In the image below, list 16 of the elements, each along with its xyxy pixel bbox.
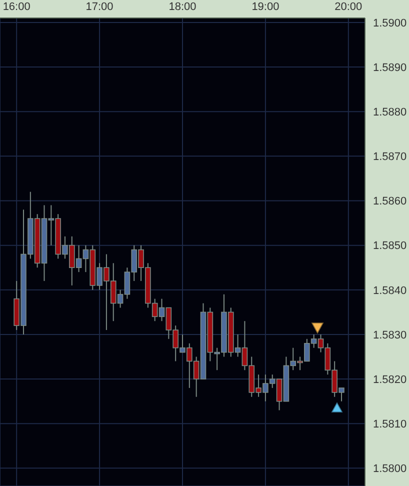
x-tick-label: 18:00 [168, 1, 196, 13]
x-tick-label: 17:00 [86, 1, 114, 13]
y-tick-label: 1.5900 [373, 17, 407, 30]
y-tick-label: 1.5890 [373, 62, 407, 74]
y-tick-label: 1.5870 [373, 151, 407, 164]
y-tick-label: 1.5800 [373, 463, 407, 476]
x-tick-label: 16:00 [2, 1, 30, 13]
x-tick-label: 20:00 [334, 1, 362, 13]
x-tick-label: 19:00 [252, 1, 280, 13]
y-tick-label: 1.5820 [373, 374, 407, 386]
y-tick-label: 1.5880 [373, 106, 407, 119]
y-tick-label: 1.5840 [373, 284, 407, 297]
y-tick-label: 1.5860 [373, 196, 407, 208]
y-tick-label: 1.5850 [373, 240, 407, 252]
y-tick-label: 1.5830 [373, 329, 407, 342]
y-tick-label: 1.5810 [373, 418, 407, 431]
